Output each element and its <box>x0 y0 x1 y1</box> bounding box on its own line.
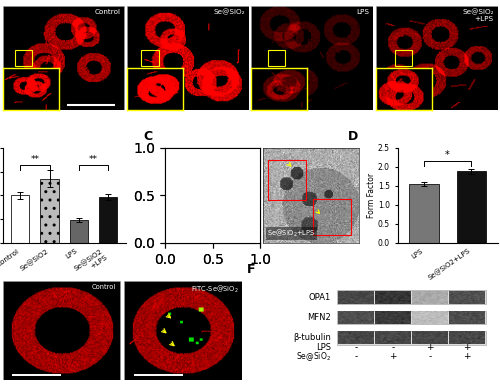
Text: OPA1: OPA1 <box>309 293 331 301</box>
Bar <box>395 50 412 66</box>
Text: FITC-Se@SiO$_2$: FITC-Se@SiO$_2$ <box>190 284 238 295</box>
Text: F: F <box>247 262 256 276</box>
Text: -: - <box>354 352 358 361</box>
Bar <box>172 169 208 207</box>
Text: MFN2: MFN2 <box>308 313 331 322</box>
Bar <box>70 220 88 243</box>
Text: -: - <box>428 352 432 361</box>
Text: LPS: LPS <box>316 343 331 352</box>
Text: Se@SiO₂
+LPS: Se@SiO₂ +LPS <box>462 9 494 22</box>
Bar <box>11 195 29 243</box>
Text: -: - <box>391 343 394 352</box>
Text: Se@SiO₂: Se@SiO₂ <box>214 9 245 15</box>
Text: **: ** <box>30 155 40 164</box>
Text: LPS: LPS <box>168 233 180 239</box>
Bar <box>409 184 438 243</box>
Text: -: - <box>354 343 358 352</box>
Text: +: + <box>464 343 471 352</box>
Text: Control: Control <box>95 9 121 15</box>
Y-axis label: Form Factor: Form Factor <box>368 173 376 218</box>
Text: β-tubulin: β-tubulin <box>294 334 331 342</box>
Text: +: + <box>426 343 434 352</box>
Bar <box>142 50 158 66</box>
Text: C: C <box>144 130 153 143</box>
Bar <box>456 171 486 243</box>
Bar <box>313 199 351 235</box>
Text: D: D <box>348 130 358 143</box>
Text: +: + <box>389 352 396 361</box>
Bar <box>268 160 306 200</box>
Text: *: * <box>445 150 450 160</box>
Text: Se@SiO$_2$+LPS: Se@SiO$_2$+LPS <box>267 228 316 239</box>
Text: LPS: LPS <box>356 9 370 15</box>
Text: Control: Control <box>92 284 116 290</box>
Bar <box>337 310 486 325</box>
Bar <box>99 197 117 243</box>
Bar <box>14 50 32 66</box>
Text: **: ** <box>89 155 98 164</box>
Bar <box>337 290 486 304</box>
Bar <box>40 179 58 243</box>
Bar <box>337 331 486 345</box>
Text: Se@SiO$_2$: Se@SiO$_2$ <box>296 350 331 363</box>
Bar <box>268 50 285 66</box>
Text: +: + <box>464 352 471 361</box>
